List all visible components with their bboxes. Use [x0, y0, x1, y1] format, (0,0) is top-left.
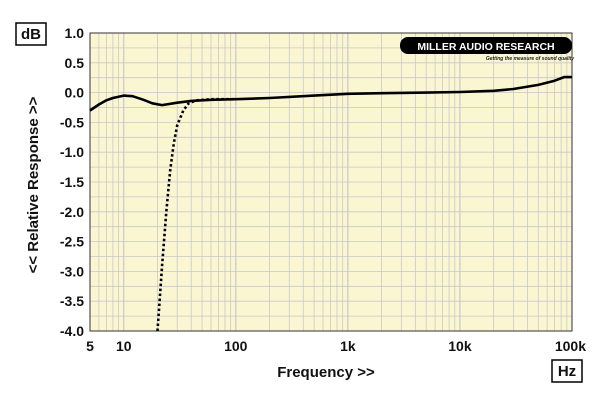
y-tick-label: -4.0: [60, 323, 84, 339]
y-unit-box: dB: [15, 22, 47, 46]
x-tick-label: 100k: [555, 338, 586, 354]
x-tick-label: 100: [224, 338, 248, 354]
y-tick-label: -3.0: [60, 263, 84, 279]
y-tick-label: -1.0: [60, 144, 84, 160]
y-tick-label: -2.0: [60, 204, 84, 220]
logo-tagline: Getting the measure of sound quality: [486, 56, 575, 62]
x-tick-label: 5: [86, 338, 94, 354]
logo-name: MILLER AUDIO RESEARCH: [417, 41, 554, 53]
x-tick-label: 1k: [340, 338, 356, 354]
y-tick-label: 0.0: [65, 85, 85, 101]
y-tick-labels: 1.0 0.5 0.0 -0.5 -1.0 -1.5 -2.0 -2.5 -3.0 -3.5 -4.…: [60, 25, 84, 339]
y-tick-label: -1.5: [60, 174, 84, 190]
y-tick-label: 0.5: [65, 55, 85, 71]
grid-lines: [90, 33, 572, 331]
y-tick-label: -2.5: [60, 234, 84, 250]
series-line-solid: [89, 75, 572, 112]
x-tick-label: 10k: [448, 338, 472, 354]
x-unit-label: Hz: [558, 363, 576, 380]
miller-audio-research-logo: MILLER AUDIO RESEARCH Getting the measur…: [400, 37, 574, 62]
series-line-dotted: [156, 97, 236, 332]
y-tick-label: -0.5: [60, 114, 84, 130]
y-tick-label: 1.0: [65, 25, 85, 41]
y-tick-label: -3.5: [60, 293, 84, 309]
x-unit-box: Hz: [551, 359, 583, 383]
series-layer: [89, 75, 572, 332]
x-tick-labels: 5 10 100 1k 10k 100k: [86, 338, 586, 354]
x-tick-label: 10: [116, 338, 132, 354]
y-axis-title: << Relative Response >>: [25, 96, 42, 273]
y-unit-label: dB: [21, 26, 41, 43]
plot-frame: [89, 32, 573, 332]
x-axis-title: Frequency >>: [277, 364, 375, 381]
